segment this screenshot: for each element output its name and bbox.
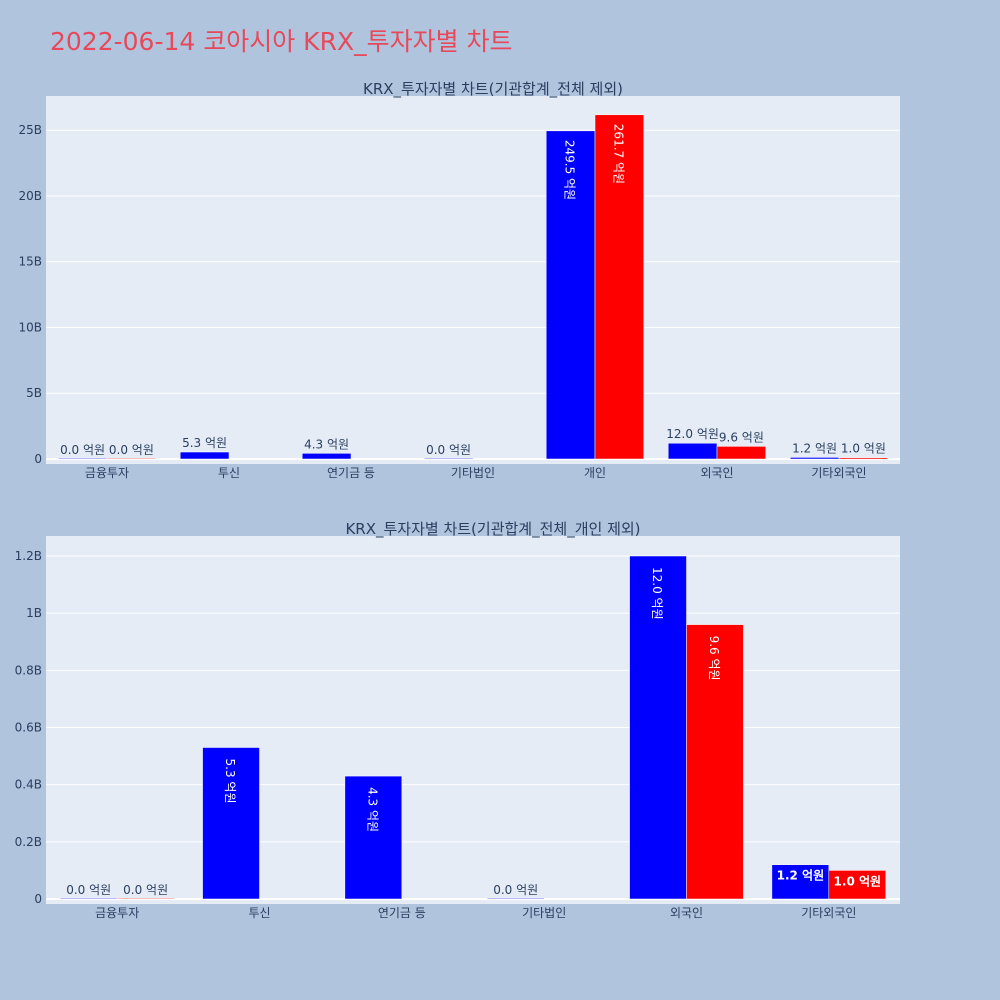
plot-area (46, 96, 900, 464)
bar-value-label: 1.0 억원 (834, 874, 882, 888)
x-tick-label: 연기금 등 (327, 466, 375, 480)
bar (59, 897, 118, 900)
x-tick-label: 연기금 등 (378, 906, 426, 920)
x-tick-label: 개인 (584, 466, 606, 480)
x-tick-label: 외국인 (700, 466, 733, 480)
x-tick-label: 기타법인 (451, 466, 495, 480)
x-tick-label: 외국인 (670, 906, 703, 920)
x-tick-label: 기타외국인 (801, 906, 856, 920)
x-tick-label: 금융투자 (95, 906, 139, 920)
bar-value-label: 0.0 억원 (60, 443, 105, 457)
x-tick-label: 투신 (248, 906, 270, 920)
y-tick-label: 1B (26, 606, 42, 620)
bar (838, 457, 889, 460)
bar-value-label: 0.0 억원 (426, 443, 471, 457)
y-tick-label: 0.2B (15, 835, 42, 849)
y-tick-label: 10B (18, 320, 42, 334)
plot-area (46, 536, 900, 904)
bar-value-label: 5.3 억원 (223, 759, 237, 804)
bar-value-label: 0.0 억원 (109, 443, 154, 457)
y-tick-label: 15B (18, 255, 42, 269)
bar-value-label: 1.2 억원 (792, 441, 837, 455)
chart-top: 0 5B 10B 15B 20B 25B KRX_투자자별 차트(기관합계_전체 제외) 금융… (18, 80, 900, 480)
subplot-title: KRX_투자자별 차트(기관합계_전체 제외) (363, 80, 623, 99)
bar (106, 457, 157, 460)
bar (486, 897, 545, 900)
y-tick-label: 0 (34, 892, 42, 906)
bar (179, 451, 230, 460)
bar (629, 555, 687, 900)
bar (667, 442, 718, 460)
bar (202, 747, 260, 900)
y-tick-label: 0.4B (15, 778, 42, 792)
bar (594, 114, 645, 460)
bar (301, 453, 352, 460)
bar-value-label: 4.3 억원 (365, 787, 379, 832)
bar-value-label: 0.0 억원 (493, 883, 538, 897)
bar-value-label: 261.7 억원 (611, 124, 625, 184)
y-tick-label: 20B (18, 189, 42, 203)
y-tick-label: 0 (34, 452, 42, 466)
y-tick-label: 0.6B (15, 721, 42, 735)
bar (116, 897, 175, 900)
subplot-title: KRX_투자자별 차트(기관합계_전체_개인 제외) (345, 520, 640, 539)
bar-value-label: 12.0 억원 (666, 427, 719, 441)
x-tick-label: 기타법인 (522, 906, 566, 920)
bar-value-label: 0.0 억원 (123, 883, 168, 897)
bar (57, 457, 108, 460)
x-tick-label: 투신 (218, 466, 240, 480)
page-title: 2022-06-14 코아시아 KRX_투자자별 차트 (50, 27, 513, 56)
bar-value-label: 1.0 억원 (841, 442, 886, 456)
y-tick-label: 25B (18, 123, 42, 137)
bar (789, 457, 840, 460)
y-tick-label: 0.8B (15, 663, 42, 677)
bar-value-label: 0.0 억원 (66, 883, 111, 897)
bar (344, 775, 403, 900)
y-tick-label: 1.2B (15, 549, 42, 563)
y-tick-label: 5B (26, 386, 42, 400)
bar (716, 446, 767, 460)
bar (771, 864, 830, 900)
bar-value-label: 9.6 억원 (707, 636, 721, 681)
bar-value-label: 9.6 억원 (719, 430, 764, 444)
bar-value-label: 5.3 억원 (182, 436, 227, 450)
bar (686, 624, 744, 900)
bar (828, 870, 887, 900)
bar (423, 457, 474, 460)
bar-value-label: 12.0 억원 (650, 567, 664, 620)
bar-value-label: 1.2 억원 (777, 869, 825, 883)
bar-value-label: 4.3 억원 (304, 437, 349, 451)
x-tick-label: 기타외국인 (811, 466, 866, 480)
x-tick-label: 금융투자 (85, 466, 129, 480)
chart-bottom: 0 0.2B 0.4B 0.6B 0.8B 1B 1.2B KRX_투자자별 차트(기관합계_… (15, 520, 900, 920)
bar-value-label: 249.5 억원 (563, 140, 577, 200)
